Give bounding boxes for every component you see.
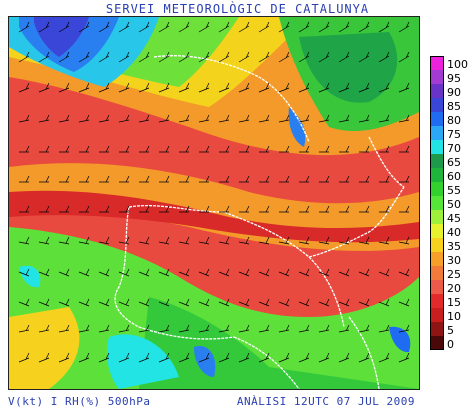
legend-swatch xyxy=(430,238,444,252)
humidity-field xyxy=(9,17,419,389)
legend-label: 10 xyxy=(447,310,461,323)
legend-label: 45 xyxy=(447,212,461,225)
legend-item: 35 xyxy=(430,238,475,252)
legend-swatch xyxy=(430,126,444,140)
legend-item: 30 xyxy=(430,252,475,266)
wind-barbs xyxy=(18,21,410,363)
legend-swatch xyxy=(430,112,444,126)
legend-item: 45 xyxy=(430,210,475,224)
legend-item: 65 xyxy=(430,154,475,168)
legend-swatch xyxy=(430,210,444,224)
relative-humidity-map xyxy=(8,16,420,390)
legend-swatch xyxy=(430,266,444,280)
legend-label: 15 xyxy=(447,296,461,309)
legend-item: 0 xyxy=(430,336,475,350)
legend-item: 85 xyxy=(430,98,475,112)
legend-item: 25 xyxy=(430,266,475,280)
legend-item: 75 xyxy=(430,126,475,140)
legend-label: 75 xyxy=(447,128,461,141)
legend-item: 95 xyxy=(430,70,475,84)
legend-label: 5 xyxy=(447,324,454,337)
legend-swatch xyxy=(430,56,444,70)
legend-item: 70 xyxy=(430,140,475,154)
legend-swatch xyxy=(430,182,444,196)
legend-label: 95 xyxy=(447,72,461,85)
legend-swatch xyxy=(430,70,444,84)
legend-item: 40 xyxy=(430,224,475,238)
legend-swatch xyxy=(430,84,444,98)
variable-label: V(kt) I RH(%) 500hPa xyxy=(8,395,151,408)
map-title: SERVEI METEOROLÒGIC DE CATALUNYA xyxy=(105,2,370,16)
legend-item: 10 xyxy=(430,308,475,322)
legend-swatch xyxy=(430,224,444,238)
legend-item: 5 xyxy=(430,322,475,336)
legend-label: 0 xyxy=(447,338,454,351)
legend-item: 50 xyxy=(430,196,475,210)
legend-label: 70 xyxy=(447,142,461,155)
legend-item: 55 xyxy=(430,182,475,196)
legend-item: 80 xyxy=(430,112,475,126)
legend-label: 25 xyxy=(447,268,461,281)
legend-swatch xyxy=(430,98,444,112)
legend-swatch xyxy=(430,294,444,308)
legend-label: 80 xyxy=(447,114,461,127)
legend-item: 100 xyxy=(430,56,475,70)
legend-swatch xyxy=(430,322,444,336)
legend-swatch xyxy=(430,280,444,294)
color-legend: 100 95 90 85 80 75 70 65 60 55 50 45 40 35 30 25 20 15 10 5… xyxy=(430,56,475,350)
legend-label: 55 xyxy=(447,184,461,197)
legend-item: 20 xyxy=(430,280,475,294)
legend-item: 60 xyxy=(430,168,475,182)
legend-label: 85 xyxy=(447,100,461,113)
legend-swatch xyxy=(430,154,444,168)
legend-swatch xyxy=(430,196,444,210)
legend-label: 50 xyxy=(447,198,461,211)
analysis-label: ANÀLISI 12UTC 07 JUL 2009 xyxy=(236,395,415,408)
legend-label: 30 xyxy=(447,254,461,267)
legend-label: 60 xyxy=(447,170,461,183)
legend-swatch xyxy=(430,336,444,350)
legend-swatch xyxy=(430,140,444,154)
legend-item: 90 xyxy=(430,84,475,98)
legend-swatch xyxy=(430,252,444,266)
legend-label: 35 xyxy=(447,240,461,253)
legend-label: 65 xyxy=(447,156,461,169)
legend-label: 40 xyxy=(447,226,461,239)
legend-label: 20 xyxy=(447,282,461,295)
legend-label: 90 xyxy=(447,86,461,99)
legend-swatch xyxy=(430,168,444,182)
legend-label: 100 xyxy=(447,58,468,71)
legend-item: 15 xyxy=(430,294,475,308)
legend-swatch xyxy=(430,308,444,322)
